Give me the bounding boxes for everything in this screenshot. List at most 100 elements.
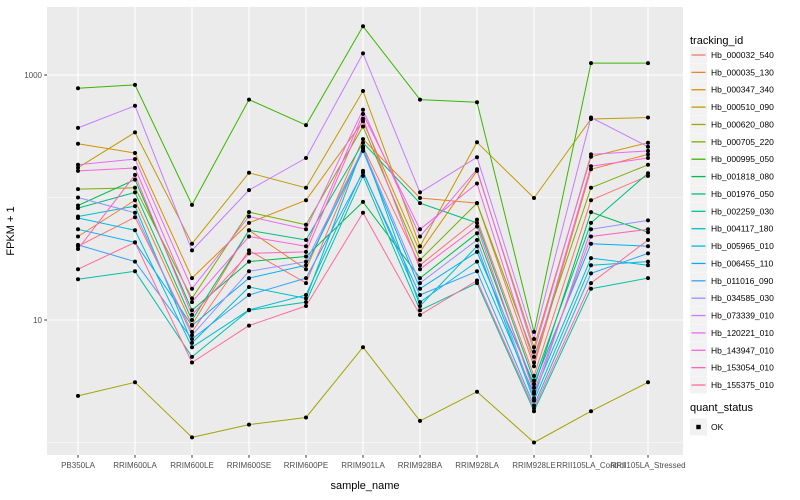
data-point	[304, 267, 308, 272]
legend-item: Hb_006455_110	[690, 254, 774, 272]
data-point	[532, 349, 536, 354]
data-point	[304, 222, 308, 227]
data-point	[190, 300, 194, 305]
data-point	[418, 249, 422, 254]
data-point	[532, 396, 536, 401]
data-point	[304, 304, 308, 308]
data-point	[418, 97, 422, 102]
legend-item: Hb_000032_540	[690, 46, 774, 64]
data-point	[532, 345, 536, 350]
legend-label: Hb_005965_010	[711, 241, 774, 251]
data-point	[475, 140, 479, 145]
data-point	[190, 296, 194, 301]
data-point	[361, 107, 365, 112]
data-point	[247, 276, 251, 281]
data-point	[589, 256, 593, 261]
data-point	[247, 259, 251, 264]
data-point	[133, 190, 137, 195]
data-point	[361, 140, 365, 145]
data-point	[304, 259, 308, 264]
data-point	[475, 389, 479, 394]
legend-item: Hb_155375_010	[690, 376, 774, 394]
data-point	[190, 340, 194, 345]
data-point	[133, 198, 137, 203]
data-point	[418, 227, 422, 232]
data-point	[190, 435, 194, 440]
data-point	[133, 204, 137, 209]
data-point	[361, 199, 365, 204]
data-point	[190, 241, 194, 246]
data-point	[304, 244, 308, 249]
data-point	[76, 227, 80, 232]
data-point	[247, 323, 251, 328]
data-point	[190, 318, 194, 322]
data-point	[133, 151, 137, 155]
legend-item: Hb_120221_010	[690, 324, 774, 342]
data-point	[133, 157, 137, 162]
data-point	[475, 155, 479, 160]
data-point	[190, 308, 194, 313]
data-point	[532, 385, 536, 390]
data-point	[76, 125, 80, 130]
data-point	[247, 285, 251, 289]
data-point	[76, 168, 80, 173]
data-point	[475, 224, 479, 229]
data-point	[361, 116, 365, 121]
data-point	[304, 276, 308, 281]
x-tick-label: RRIM600PE	[284, 461, 328, 470]
legend-item: Hb_001818_080	[690, 168, 774, 186]
data-point	[304, 156, 308, 160]
legend-label: Hb_120221_010	[711, 328, 774, 338]
x-tick-label: RRIM928BA	[398, 461, 443, 470]
legend-label: Hb_000510_090	[711, 102, 774, 112]
legend-quant-status: quant_status OK	[690, 402, 753, 436]
data-point	[646, 276, 650, 281]
data-point	[304, 296, 308, 301]
data-point	[475, 249, 479, 254]
x-tick-label: RRIM928LE	[512, 461, 556, 470]
x-tick-label: RRIM600LE	[170, 461, 214, 470]
legend-items: Hb_000032_540 Hb_000035_130 Hb_000347_340 H…	[690, 46, 774, 394]
legend-label: Hb_073339_010	[711, 311, 774, 321]
data-point	[76, 242, 80, 247]
data-point	[190, 360, 194, 365]
data-point	[361, 112, 365, 116]
data-points	[76, 24, 650, 445]
data-point	[304, 281, 308, 286]
data-point	[133, 215, 137, 220]
data-point	[133, 130, 137, 135]
legend-item: Hb_011016_090	[690, 272, 774, 290]
data-point	[475, 244, 479, 249]
legend-label: Hb_000032_540	[711, 50, 774, 60]
legend-label: Hb_155375_010	[711, 380, 774, 390]
plot-panel	[47, 7, 683, 455]
data-point	[589, 263, 593, 268]
x-tick-label: RRIM600LA	[113, 461, 157, 470]
quant-legend-title: quant_status	[690, 402, 753, 414]
data-point	[133, 172, 137, 177]
data-point	[361, 173, 365, 178]
data-point	[133, 259, 137, 264]
data-point	[532, 196, 536, 200]
data-point	[475, 259, 479, 264]
data-point	[532, 403, 536, 408]
data-point	[133, 240, 137, 245]
data-point	[475, 100, 479, 105]
legend-item: Hb_001976_050	[690, 185, 774, 203]
data-point	[247, 293, 251, 297]
data-point	[190, 333, 194, 338]
data-point	[589, 185, 593, 190]
data-point	[133, 228, 137, 233]
data-point	[475, 167, 479, 172]
data-point	[646, 251, 650, 256]
data-point	[361, 170, 365, 175]
data-point	[532, 337, 536, 341]
data-point	[361, 124, 365, 129]
data-point	[247, 97, 251, 102]
data-point	[190, 337, 194, 341]
legend-item: Hb_143947_010	[690, 341, 774, 359]
data-point	[646, 156, 650, 160]
data-point	[133, 82, 137, 87]
data-point	[418, 263, 422, 268]
